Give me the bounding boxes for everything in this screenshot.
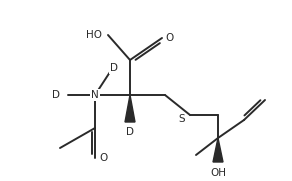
Text: O: O xyxy=(166,33,174,43)
Polygon shape xyxy=(125,95,135,122)
Text: D: D xyxy=(110,63,118,73)
Text: HO: HO xyxy=(86,30,102,40)
Text: S: S xyxy=(179,114,185,124)
Text: O: O xyxy=(99,153,107,163)
Text: OH: OH xyxy=(210,168,226,178)
Text: D: D xyxy=(52,90,60,100)
Text: N: N xyxy=(91,90,99,100)
Text: D: D xyxy=(126,127,134,137)
Polygon shape xyxy=(213,138,223,162)
